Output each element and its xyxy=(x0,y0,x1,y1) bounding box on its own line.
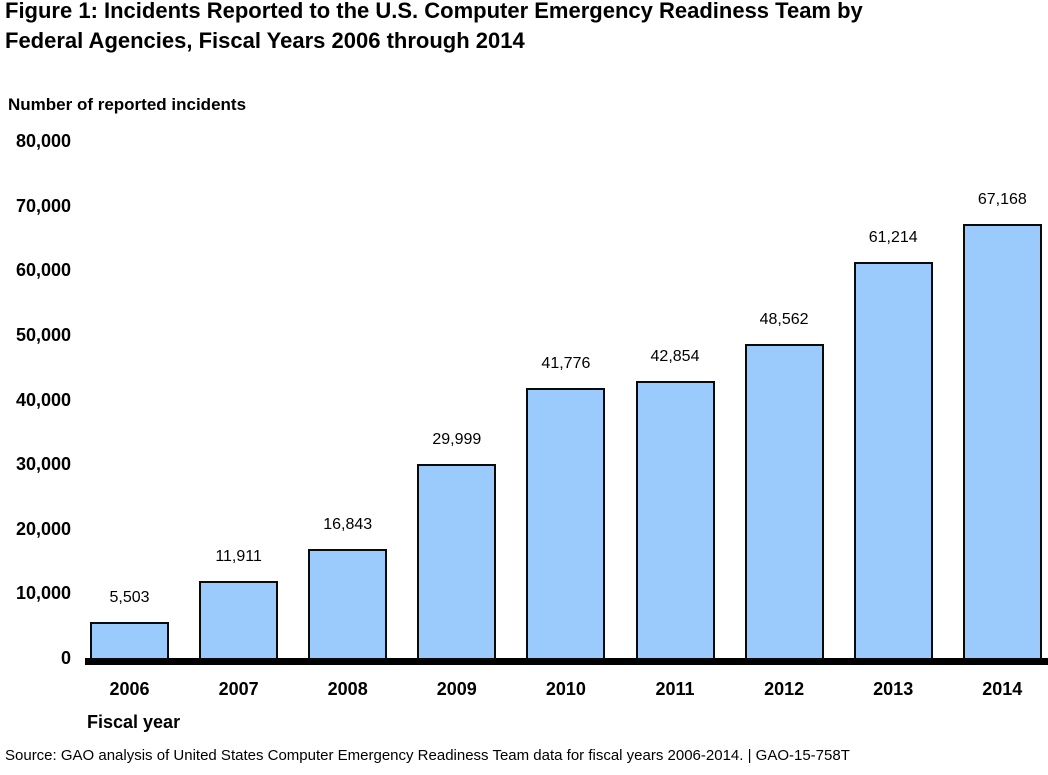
x-axis-title: Fiscal year xyxy=(87,712,181,732)
y-tick-label: 0 xyxy=(60,648,71,668)
bar-2013 xyxy=(853,262,933,660)
bar-2006 xyxy=(90,622,169,660)
bar-value-label: 16,843 xyxy=(323,516,373,534)
y-tick-label: 10,000 xyxy=(15,583,71,604)
bar-2008 xyxy=(308,549,388,660)
x-tick-label-2009: 2009 xyxy=(436,679,477,699)
y-tick-label: 30,000 xyxy=(15,454,71,475)
figure-title-line2: Federal Agencies, Fiscal Years 2006 thro… xyxy=(5,28,525,53)
bar-2007 xyxy=(199,581,279,660)
bar-2010 xyxy=(526,388,606,660)
x-tick-label-2007: 2007 xyxy=(218,679,259,699)
x-tick-label-2012: 2012 xyxy=(764,679,805,699)
y-tick-label: 40,000 xyxy=(15,389,71,410)
bar-value-label: 48,562 xyxy=(759,311,809,329)
x-tick-label-2008: 2008 xyxy=(327,679,368,699)
y-tick-label: 70,000 xyxy=(15,195,71,216)
bar-value-label: 67,168 xyxy=(977,190,1027,208)
bar-value-label: 42,854 xyxy=(650,348,700,366)
x-tick-label-2010: 2010 xyxy=(545,679,586,699)
bar-2014 xyxy=(962,223,1042,660)
x-axis-baseline xyxy=(85,658,1048,665)
bar-value-label: 61,214 xyxy=(868,229,918,247)
y-tick-label: 60,000 xyxy=(15,260,71,281)
x-tick-label-2014: 2014 xyxy=(982,679,1023,699)
x-tick-label-2006: 2006 xyxy=(109,679,150,699)
x-tick-label-2013: 2013 xyxy=(873,679,914,699)
figure-title-line1: Figure 1: Incidents Reported to the U.S.… xyxy=(5,0,863,23)
bar-value-label: 11,911 xyxy=(215,548,262,566)
source-note: Source: GAO analysis of United States Co… xyxy=(5,747,850,764)
figure-title: Figure 1: Incidents Reported to the U.S.… xyxy=(5,0,1045,56)
bar-value-label: 29,999 xyxy=(432,431,482,449)
bar-2012 xyxy=(744,344,824,660)
bar-value-label: 5,503 xyxy=(109,589,150,607)
x-tick-label-2011: 2011 xyxy=(655,679,695,699)
bar-value-label: 41,776 xyxy=(541,355,591,373)
bar-2011 xyxy=(635,381,715,660)
y-tick-label: 20,000 xyxy=(15,518,71,539)
y-tick-label: 50,000 xyxy=(15,324,71,345)
y-tick-label: 80,000 xyxy=(15,131,71,151)
bar-2009 xyxy=(417,464,497,660)
y-axis-title: Number of reported incidents xyxy=(8,95,247,114)
